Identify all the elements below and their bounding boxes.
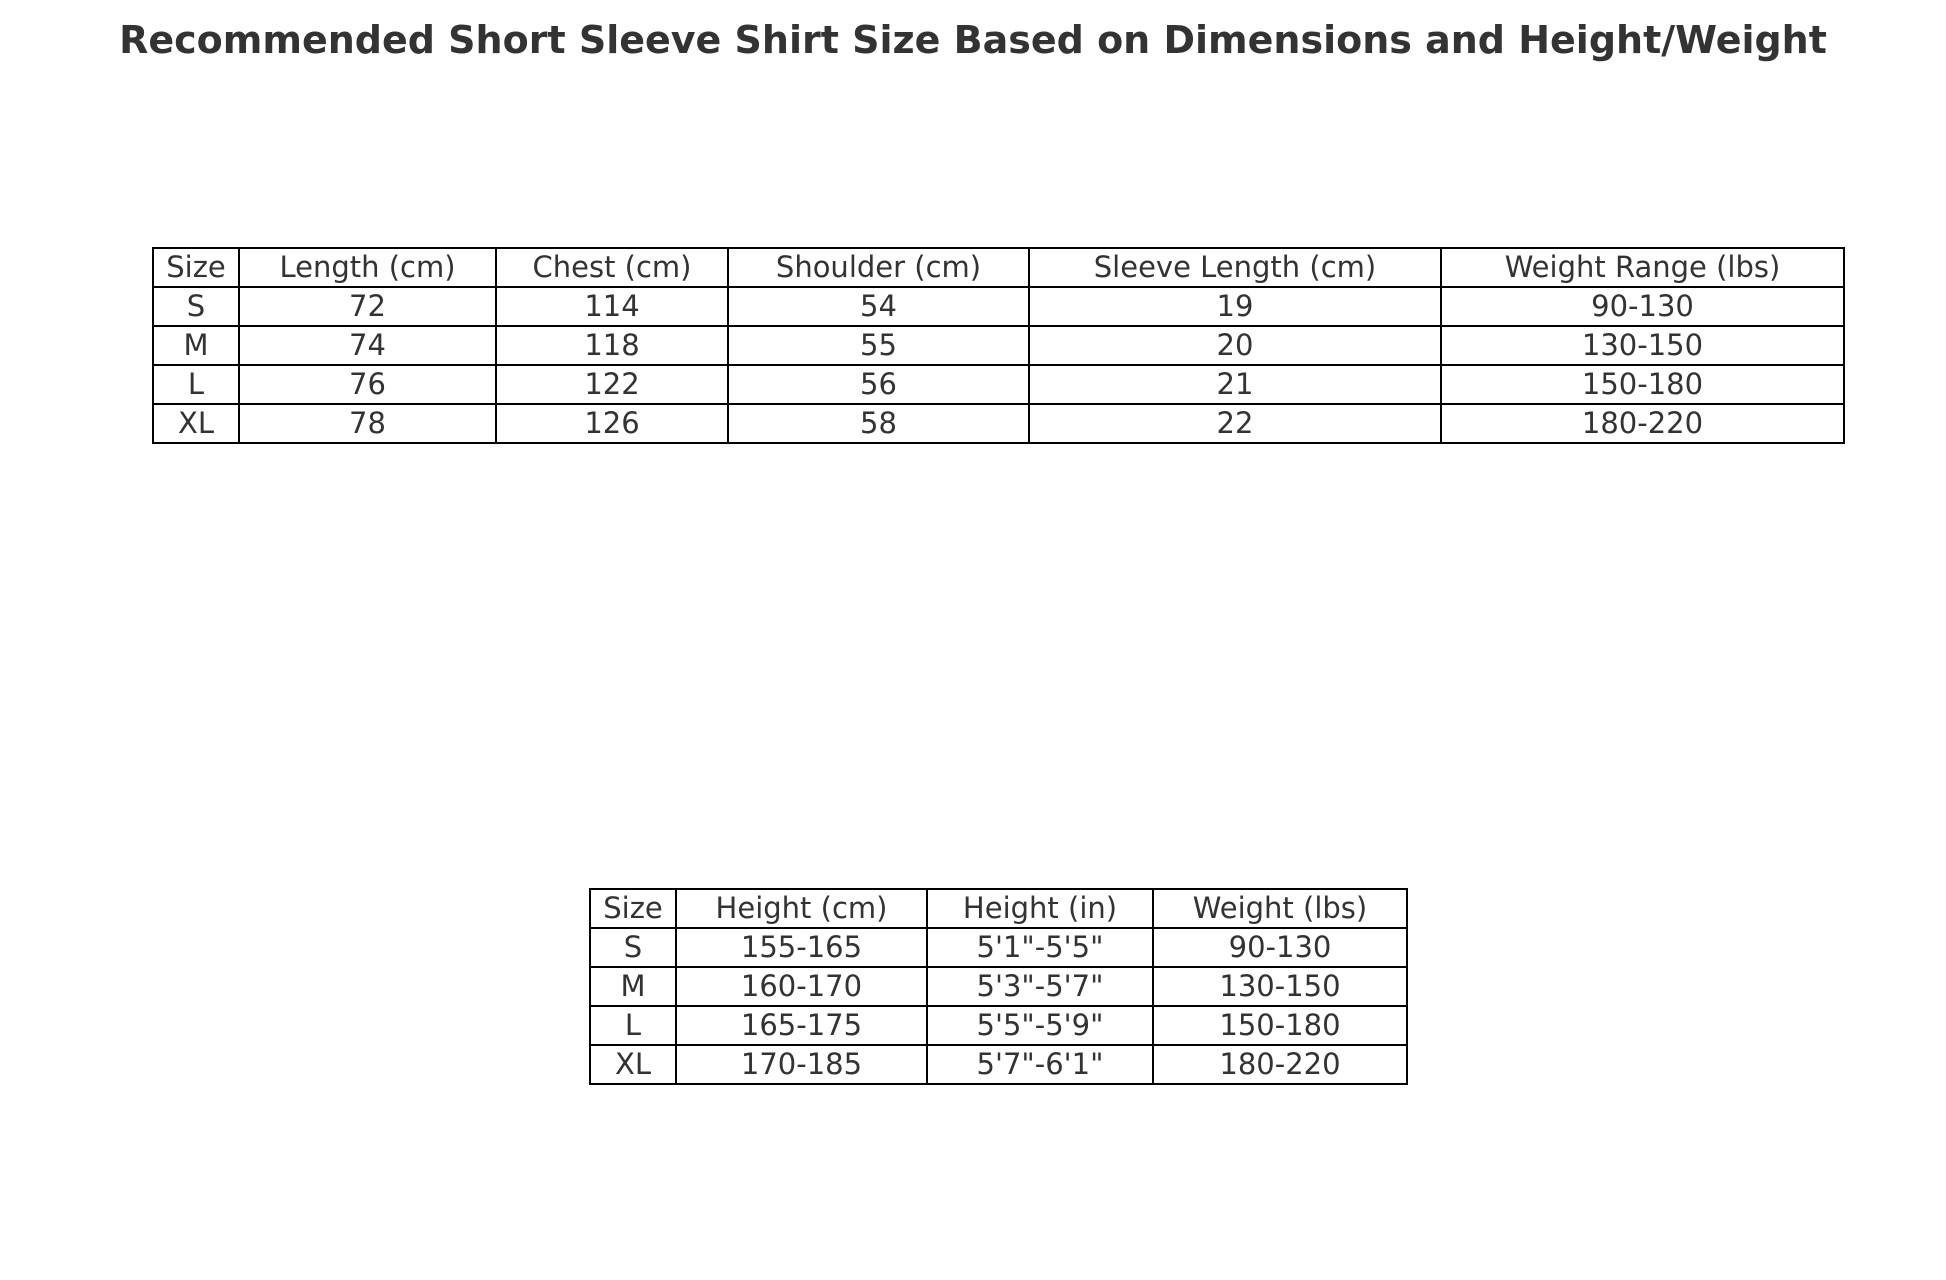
table-row: XL 78 126 58 22 180-220	[152, 403, 1845, 444]
garment-dimensions-table: Size Length (cm) Chest (cm) Shoulder (cm) Sl…	[152, 247, 1845, 444]
table-cell: 72	[238, 286, 497, 327]
table-cell: L	[152, 364, 240, 405]
table-cell: 90-130	[1152, 927, 1408, 968]
table-cell: S	[589, 927, 677, 968]
table-cell: M	[589, 966, 677, 1007]
table-cell: 155-165	[675, 927, 928, 968]
table-cell: 76	[238, 364, 497, 405]
column-header: Weight (lbs)	[1152, 888, 1408, 929]
table-cell: 22	[1028, 403, 1442, 444]
table-cell: 118	[495, 325, 729, 366]
header-row: Size Length (cm) Chest (cm) Shoulder (cm) Sl…	[152, 247, 1845, 288]
table-row: M 74 118 55 20 130-150	[152, 325, 1845, 366]
column-header: Sleeve Length (cm)	[1028, 247, 1442, 288]
table-row: M 160-170 5'3"-5'7" 130-150	[589, 966, 1408, 1007]
table-cell: 19	[1028, 286, 1442, 327]
column-header: Size	[152, 247, 240, 288]
table-cell: 56	[727, 364, 1030, 405]
table-cell: 180-220	[1440, 403, 1845, 444]
table-cell: 5'5"-5'9"	[926, 1005, 1154, 1046]
table-cell: S	[152, 286, 240, 327]
column-header: Size	[589, 888, 677, 929]
column-header: Weight Range (lbs)	[1440, 247, 1845, 288]
header-row: Size Height (cm) Height (in) Weight (lbs)	[589, 888, 1408, 929]
table-cell: 20	[1028, 325, 1442, 366]
table-cell: 78	[238, 403, 497, 444]
table-cell: M	[152, 325, 240, 366]
table-cell: 55	[727, 325, 1030, 366]
table-cell: 170-185	[675, 1044, 928, 1085]
table-cell: 150-180	[1440, 364, 1845, 405]
table-row: S 155-165 5'1"-5'5" 90-130	[589, 927, 1408, 968]
column-header: Height (in)	[926, 888, 1154, 929]
table-row: XL 170-185 5'7"-6'1" 180-220	[589, 1044, 1408, 1085]
table-cell: 126	[495, 403, 729, 444]
table-cell: 5'7"-6'1"	[926, 1044, 1154, 1085]
table-cell: 180-220	[1152, 1044, 1408, 1085]
column-header: Length (cm)	[238, 247, 497, 288]
table-cell: 114	[495, 286, 729, 327]
table-cell: 5'3"-5'7"	[926, 966, 1154, 1007]
table-cell: 74	[238, 325, 497, 366]
table-cell: XL	[589, 1044, 677, 1085]
table-row: L 76 122 56 21 150-180	[152, 364, 1845, 405]
table-cell: 130-150	[1152, 966, 1408, 1007]
column-header: Chest (cm)	[495, 247, 729, 288]
table-cell: 54	[727, 286, 1030, 327]
column-header: Height (cm)	[675, 888, 928, 929]
table-cell: 122	[495, 364, 729, 405]
table-cell: 5'1"-5'5"	[926, 927, 1154, 968]
table-cell: 58	[727, 403, 1030, 444]
column-header: Shoulder (cm)	[727, 247, 1030, 288]
table-cell: 90-130	[1440, 286, 1845, 327]
table-cell: 165-175	[675, 1005, 928, 1046]
table-cell: L	[589, 1005, 677, 1046]
table-row: S 72 114 54 19 90-130	[152, 286, 1845, 327]
table-cell: 150-180	[1152, 1005, 1408, 1046]
table-cell: XL	[152, 403, 240, 444]
table-cell: 160-170	[675, 966, 928, 1007]
chart-title: Recommended Short Sleeve Shirt Size Base…	[119, 18, 1827, 62]
table-cell: 130-150	[1440, 325, 1845, 366]
table-row: L 165-175 5'5"-5'9" 150-180	[589, 1005, 1408, 1046]
table-cell: 21	[1028, 364, 1442, 405]
height-weight-table: Size Height (cm) Height (in) Weight (lbs) S 1…	[589, 888, 1408, 1085]
